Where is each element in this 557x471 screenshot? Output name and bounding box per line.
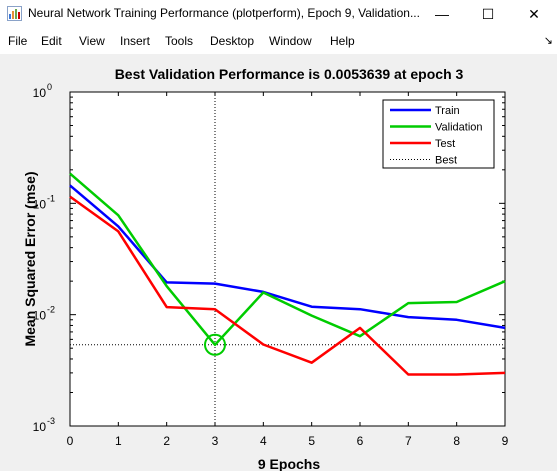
minimize-button[interactable]: — (435, 6, 449, 22)
x-tick-label: 5 (308, 434, 315, 448)
x-tick-label: 3 (212, 434, 219, 448)
x-tick-label: 9 (502, 434, 509, 448)
menu-file[interactable]: File (8, 34, 28, 48)
series-line-test (69, 195, 506, 376)
series-line-train (69, 184, 506, 330)
menu-help[interactable]: Help (330, 34, 355, 48)
chart-title: Best Validation Performance is 0.0053639… (115, 66, 464, 82)
performance-plot: Best Validation Performance is 0.0053639… (22, 66, 509, 471)
y-tick-label: 10 (33, 197, 47, 211)
x-tick-label: 0 (67, 434, 74, 448)
x-tick-label: 2 (163, 434, 170, 448)
dock-arrow-icon[interactable]: ↘ (543, 35, 553, 47)
legend-label-validation: Validation (435, 122, 483, 134)
x-tick-label: 8 (453, 434, 460, 448)
legend-label-train: Train (435, 105, 460, 117)
window-titlebar: Neural Network Training Performance (plo… (0, 0, 557, 28)
legend-box (382, 99, 495, 169)
menu-insert[interactable]: Insert (120, 34, 151, 48)
x-tick-label: 1 (115, 434, 122, 448)
close-button[interactable]: ✕ (528, 5, 540, 22)
menu-desktop[interactable]: Desktop (210, 34, 255, 48)
matlab-figure-icon (7, 6, 22, 21)
legend-label-test: Test (435, 138, 455, 150)
y-tick-label: 10 (33, 420, 47, 434)
window-title: Neural Network Training Performance (plo… (28, 6, 420, 20)
y-axis-label: Mean Squared Error (mse) (22, 171, 38, 346)
menu-tools[interactable]: Tools (165, 34, 194, 48)
y-tick-exponent: 0 (47, 82, 52, 92)
x-tick-label: 7 (405, 434, 412, 448)
menu-bar: File Edit View Insert Tools Desktop Wind… (0, 28, 557, 54)
x-axis-label: 9 Epochs (258, 456, 320, 471)
y-tick-exponent: -2 (47, 305, 55, 315)
legend-label-best: Best (435, 155, 457, 167)
y-tick-exponent: -3 (47, 416, 55, 426)
x-tick-label: 6 (357, 434, 364, 448)
menu-window[interactable]: Window (269, 34, 312, 48)
series-line-validation (69, 172, 506, 347)
menu-view[interactable]: View (79, 34, 105, 48)
y-tick-label: 10 (33, 309, 47, 323)
best-point-marker (204, 333, 226, 356)
x-tick-label: 4 (260, 434, 267, 448)
y-tick-exponent: -1 (47, 193, 55, 203)
maximize-button[interactable]: ☐ (481, 5, 495, 22)
menu-edit[interactable]: Edit (41, 34, 62, 48)
y-tick-label: 10 (33, 86, 47, 100)
